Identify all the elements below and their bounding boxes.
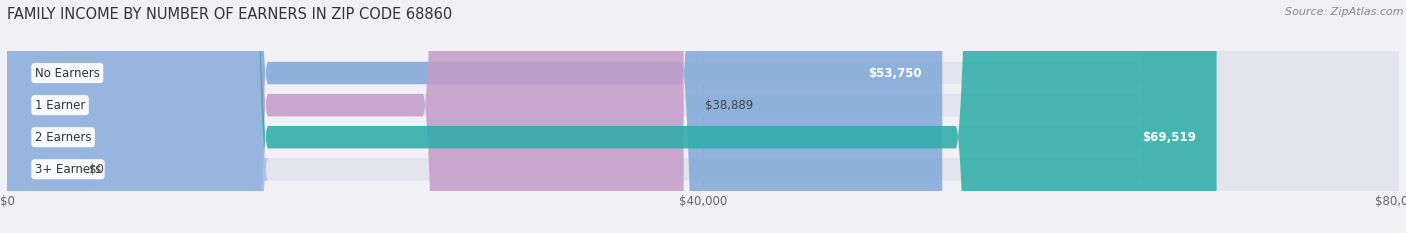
Text: $53,750: $53,750 <box>868 67 921 79</box>
Text: No Earners: No Earners <box>35 67 100 79</box>
Text: 1 Earner: 1 Earner <box>35 99 86 112</box>
FancyBboxPatch shape <box>7 0 1399 233</box>
Text: $38,889: $38,889 <box>704 99 752 112</box>
FancyBboxPatch shape <box>7 0 1216 233</box>
Text: $69,519: $69,519 <box>1142 131 1195 144</box>
FancyBboxPatch shape <box>7 0 1399 233</box>
FancyBboxPatch shape <box>0 0 269 233</box>
Text: $0: $0 <box>89 163 104 176</box>
FancyBboxPatch shape <box>7 0 683 233</box>
Text: FAMILY INCOME BY NUMBER OF EARNERS IN ZIP CODE 68860: FAMILY INCOME BY NUMBER OF EARNERS IN ZI… <box>7 7 453 22</box>
FancyBboxPatch shape <box>7 0 1399 233</box>
FancyBboxPatch shape <box>7 0 1399 233</box>
Text: Source: ZipAtlas.com: Source: ZipAtlas.com <box>1285 7 1403 17</box>
Text: 2 Earners: 2 Earners <box>35 131 91 144</box>
Text: 3+ Earners: 3+ Earners <box>35 163 101 176</box>
FancyBboxPatch shape <box>7 0 942 233</box>
